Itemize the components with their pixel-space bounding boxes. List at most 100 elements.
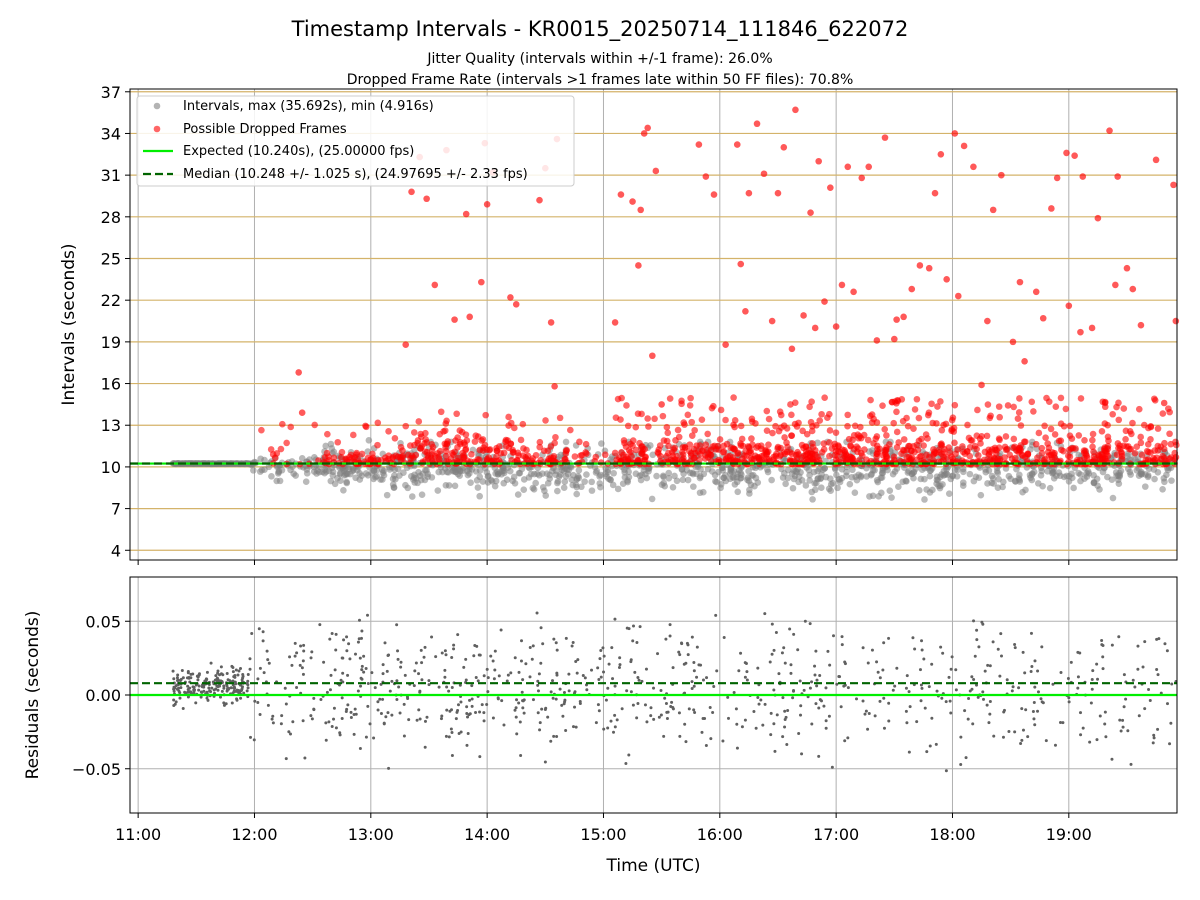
- residual-point: [396, 649, 400, 653]
- residual-point: [922, 657, 926, 661]
- dropped-frame-point: [702, 441, 710, 448]
- residual-point: [480, 703, 484, 707]
- residual-point: [668, 634, 672, 638]
- residual-point: [624, 761, 628, 765]
- residual-point: [763, 612, 767, 616]
- residual-point: [567, 689, 571, 693]
- x-tick-label: 17:00: [813, 825, 859, 844]
- dropped-frame-point: [986, 456, 994, 464]
- dropped-frame-point: [1098, 428, 1106, 435]
- interval-point: [418, 491, 426, 498]
- residual-point: [769, 733, 773, 737]
- interval-point: [474, 484, 482, 491]
- residual-point: [1155, 667, 1159, 671]
- dropped-frame-point: [928, 400, 935, 408]
- dropped-frame-point: [984, 401, 992, 408]
- residual-point: [237, 669, 241, 673]
- residual-point: [602, 670, 606, 674]
- residual-point: [253, 699, 257, 703]
- residual-point: [662, 734, 666, 738]
- residual-point: [413, 669, 417, 673]
- dropped-frame-point: [490, 457, 497, 464]
- residual-point: [349, 710, 353, 714]
- residual-point: [631, 639, 635, 643]
- dropped-frame-point: [983, 432, 991, 440]
- residual-point: [445, 708, 449, 712]
- dropped-frame-point: [937, 398, 944, 405]
- dropped-frame-point: [895, 439, 902, 446]
- dropped-frame-point: [471, 438, 479, 445]
- y-tick-label: 22: [101, 291, 121, 310]
- dropped-frame-point: [348, 454, 356, 462]
- dropped-frame-point: [442, 420, 450, 427]
- dropped-frame-point: [509, 446, 516, 454]
- interval-point: [988, 472, 996, 480]
- residual-point: [1051, 682, 1055, 686]
- residual-point: [499, 628, 503, 632]
- interval-point: [970, 477, 978, 485]
- dropped-frame-point: [1081, 437, 1088, 444]
- residual-point: [930, 716, 934, 720]
- residual-point: [783, 725, 787, 729]
- residual-point: [450, 730, 454, 734]
- interval-point: [1090, 479, 1098, 487]
- dropped-frame-point: [338, 448, 346, 456]
- residual-point: [452, 643, 456, 647]
- dropped-frame-point: [1055, 437, 1063, 445]
- interval-point: [1104, 473, 1111, 481]
- dropped-frame-point: [1101, 398, 1109, 406]
- residual-point: [1152, 733, 1156, 737]
- residual-point: [631, 703, 635, 707]
- residual-point: [607, 662, 611, 666]
- residual-point: [613, 713, 617, 717]
- residual-point: [257, 627, 261, 631]
- dropped-frame-outlier: [865, 163, 873, 171]
- interval-point: [516, 469, 524, 477]
- residual-point: [784, 715, 788, 719]
- residual-point: [359, 636, 363, 640]
- residual-point: [756, 696, 760, 700]
- residual-point: [635, 716, 639, 720]
- residual-point: [1002, 710, 1006, 714]
- residual-point: [1076, 675, 1080, 679]
- residual-point: [709, 737, 713, 741]
- dropped-frame-point: [832, 429, 840, 436]
- dropped-frame-point: [452, 437, 459, 444]
- residual-point: [638, 625, 642, 629]
- residual-point: [430, 635, 434, 639]
- interval-point: [533, 470, 541, 478]
- residual-point: [975, 628, 979, 632]
- residual-point: [346, 703, 350, 707]
- residual-point: [414, 661, 418, 665]
- residual-point: [249, 735, 253, 739]
- interval-point: [1150, 466, 1158, 473]
- residual-point: [839, 705, 843, 709]
- residual-point: [470, 704, 474, 708]
- dropped-frame-outlier: [943, 276, 950, 283]
- dropped-frame-point: [948, 427, 955, 435]
- dropped-frame-point: [408, 452, 416, 459]
- interval-point: [768, 476, 775, 484]
- residual-point: [987, 721, 991, 725]
- interval-point: [529, 484, 537, 492]
- residual-point: [818, 674, 822, 678]
- interval-point: [509, 477, 516, 485]
- residual-point: [740, 725, 744, 729]
- dropped-frame-outlier: [462, 210, 470, 218]
- dropped-frame-point: [1038, 444, 1046, 452]
- residual-point: [418, 689, 422, 693]
- residual-point: [986, 663, 990, 667]
- residual-point: [1151, 741, 1155, 745]
- residual-point: [299, 644, 303, 648]
- residual-point: [708, 705, 712, 709]
- dropped-frame-point: [679, 448, 686, 456]
- residual-point: [800, 752, 804, 756]
- residual-point: [798, 679, 802, 683]
- residual-point: [519, 754, 523, 758]
- dropped-frame-point: [758, 445, 765, 453]
- residual-point: [298, 663, 302, 667]
- residual-point: [745, 670, 749, 674]
- residual-point: [536, 679, 540, 683]
- residual-point: [450, 686, 454, 690]
- dropped-frame-point: [277, 445, 285, 453]
